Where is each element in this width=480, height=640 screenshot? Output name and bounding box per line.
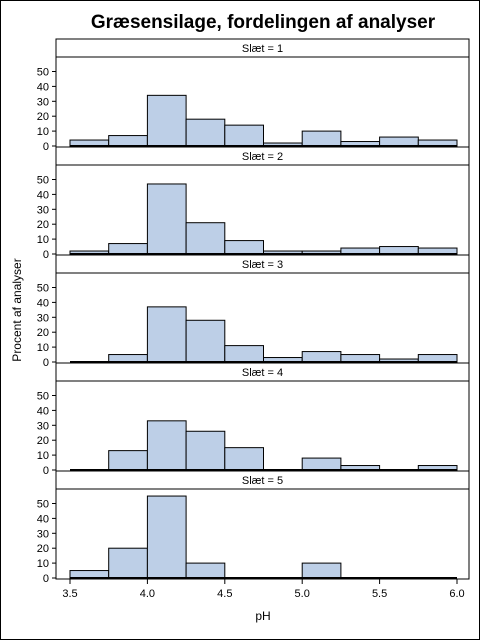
- panel-strip-label: Slæt = 5: [242, 475, 283, 487]
- y-tick-label: 20: [37, 435, 49, 447]
- y-tick-label: 40: [37, 189, 49, 201]
- panel-strip-label: Slæt = 3: [242, 259, 283, 271]
- y-tick-label: 40: [37, 297, 49, 309]
- y-tick-label: 30: [37, 312, 49, 324]
- x-tick-label: 6.0: [449, 588, 464, 600]
- histogram-bar: [108, 243, 148, 255]
- y-tick-label: 50: [37, 67, 49, 79]
- histogram-bar: [108, 450, 148, 471]
- y-tick-label: 20: [37, 111, 49, 123]
- y-tick-label: 40: [37, 513, 49, 525]
- histogram-bar: [185, 430, 226, 471]
- y-tick-label: 10: [37, 234, 49, 246]
- y-tick-label: 30: [37, 96, 49, 108]
- x-tick-label: 4.0: [140, 588, 155, 600]
- y-tick-label: 0: [43, 141, 49, 153]
- histogram-bar: [146, 94, 187, 147]
- y-tick-label: 0: [43, 357, 49, 369]
- y-tick-label: 50: [37, 391, 49, 403]
- y-tick-label: 0: [43, 249, 49, 261]
- histogram-bar: [185, 562, 226, 579]
- histogram-bar: [224, 447, 265, 471]
- histogram-bar: [108, 354, 148, 363]
- histogram-bar: [301, 130, 342, 147]
- panel-1: Slæt = 1 0 10 20 30 40 50: [37, 38, 470, 153]
- histogram-bar: [146, 420, 187, 471]
- y-axis-label: Procent af analyser: [10, 258, 24, 361]
- y-tick-label: 30: [37, 420, 49, 432]
- histogram-bar: [224, 124, 265, 147]
- histogram-bar: [185, 118, 226, 147]
- histogram-bar: [146, 495, 187, 579]
- y-tick-label: 20: [37, 327, 49, 339]
- y-tick-label: 20: [37, 543, 49, 555]
- histogram-bar: [185, 319, 226, 363]
- y-tick-label: 40: [37, 81, 49, 93]
- histogram-bar: [379, 246, 419, 255]
- y-tick-label: 50: [37, 175, 49, 187]
- y-tick-label: 0: [43, 465, 49, 477]
- x-tick-label: 5.0: [295, 588, 310, 600]
- histogram-bar: [224, 240, 265, 255]
- panel-3: Slæt = 3 0 10 20 30 40 50: [37, 254, 470, 369]
- panel-2: Slæt = 2 0 10 20 30 40 50: [37, 146, 470, 261]
- y-tick-label: 50: [37, 499, 49, 511]
- histogram-bar: [301, 351, 342, 363]
- y-tick-label: 50: [37, 283, 49, 295]
- histogram-bar: [224, 345, 265, 363]
- x-axis: 3.5 4.0 4.5 5.0 5.5 6.0: [62, 579, 465, 600]
- x-tick-label: 4.5: [217, 588, 232, 600]
- histogram-bar: [185, 222, 226, 255]
- y-tick-label: 10: [37, 126, 49, 138]
- x-tick-label: 3.5: [62, 588, 77, 600]
- histogram-bar: [69, 570, 110, 579]
- histogram-bar: [108, 547, 148, 579]
- y-tick-label: 20: [37, 219, 49, 231]
- histogram-bar: [146, 306, 187, 363]
- panel-strip-label: Slæt = 4: [242, 367, 283, 379]
- y-tick-label: 10: [37, 450, 49, 462]
- histogram-bar: [301, 457, 342, 471]
- y-tick-label: 30: [37, 528, 49, 540]
- panel-4: Slæt = 4 0 10 20 30 40 50: [37, 362, 470, 477]
- panel-5: Slæt = 5 0 10 20 30 40 50: [37, 470, 470, 585]
- panel-strip-label: Slæt = 2: [242, 151, 283, 163]
- y-tick-label: 0: [43, 573, 49, 585]
- histogram-bar: [301, 562, 342, 579]
- histogram-bar: [108, 135, 148, 147]
- panel-strip-label: Slæt = 1: [242, 43, 283, 55]
- x-tick-label: 5.5: [372, 588, 387, 600]
- histogram-bar: [379, 136, 419, 147]
- y-tick-label: 30: [37, 204, 49, 216]
- panel-plot-area: [55, 164, 470, 256]
- y-tick-label: 40: [37, 405, 49, 417]
- y-tick-label: 10: [37, 342, 49, 354]
- histogram-bar: [340, 354, 381, 363]
- y-tick-label: 10: [37, 558, 49, 570]
- histogram-bar: [417, 354, 458, 363]
- x-axis-label: pH: [255, 609, 270, 623]
- chart-title: Græsensilage, fordelingen af analyser: [91, 12, 436, 33]
- histogram-bar: [146, 183, 187, 255]
